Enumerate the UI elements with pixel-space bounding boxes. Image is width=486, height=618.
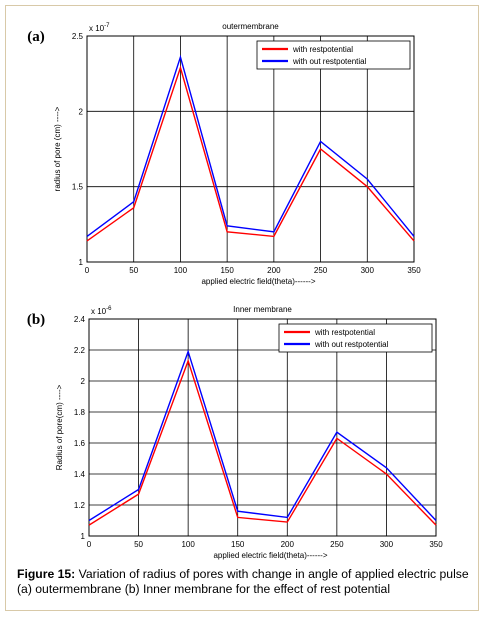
x-tick-label: 100 [181, 540, 195, 549]
y-tick-label: 2.2 [74, 346, 86, 355]
series-line-with-rest [86, 65, 415, 242]
panel-label: (b) [27, 312, 45, 328]
y-tick-label: 2 [79, 107, 84, 116]
x-tick-label: 50 [129, 266, 138, 275]
y-tick-label: 2.4 [74, 315, 86, 324]
series-line-without-rest [88, 349, 437, 522]
y-multiplier: x 10-6 [91, 306, 112, 316]
x-tick-label: 150 [220, 266, 234, 275]
x-tick-label: 200 [281, 540, 295, 549]
x-tick-label: 50 [134, 540, 143, 549]
chart-title: Inner membrane [233, 305, 292, 314]
legend-entry: with restpotential [292, 45, 353, 54]
x-tick-label: 300 [361, 266, 375, 275]
chart-panel-a: 0 50 100 150 200 250 300 350 1 1.5 2 2.5 x 10-7 outer… [27, 22, 421, 286]
x-tick-label: 350 [429, 540, 443, 549]
y-tick-label: 1 [81, 532, 86, 541]
legend-entry: with out restpotential [292, 57, 367, 66]
y-tick-label: 1.6 [74, 439, 86, 448]
caption-text: Variation of radius of pores with change… [17, 567, 469, 596]
y-axis-label: Radius of pore(cm) ----> [55, 384, 64, 470]
y-exponent: -6 [106, 306, 112, 312]
legend-entry: with out restpotential [314, 340, 389, 349]
x-tick-label: 350 [407, 266, 421, 275]
series-line-with-rest [88, 358, 437, 526]
y-tick-label: 2 [81, 377, 86, 386]
x-tick-label: 200 [267, 266, 281, 275]
y-tick-label: 1.4 [74, 470, 86, 479]
x-axis-label: applied electric field(theta)------> [201, 277, 315, 286]
x-tick-label: 0 [87, 540, 92, 549]
legend-box [256, 40, 411, 70]
y-tick-label: 1.5 [72, 183, 84, 192]
panel-label: (a) [27, 29, 45, 45]
plot-area [86, 35, 415, 263]
legend-entry: with restpotential [314, 328, 375, 337]
series-line-without-rest [86, 54, 415, 237]
y-tick-label: 1.8 [74, 408, 86, 417]
x-tick-label: 0 [85, 266, 90, 275]
x-tick-label: 250 [314, 266, 328, 275]
x-axis-label: applied electric field(theta)------> [213, 551, 327, 560]
y-tick-label: 1 [79, 258, 84, 267]
chart-panel-b: 0 50 100 150 200 250 300 350 1 1.2 1.4 1.6 1.8 2 2.2 2.… [27, 305, 443, 560]
y-axis-label: radius of pore (cm) ----> [53, 106, 62, 191]
y-tick-label: 1.2 [74, 501, 86, 510]
y-exponent: -7 [104, 23, 110, 29]
caption-label: Figure 15: [17, 567, 76, 581]
x-tick-label: 300 [380, 540, 394, 549]
x-tick-label: 100 [174, 266, 188, 275]
plot-area [88, 318, 437, 537]
figure-frame [5, 5, 479, 611]
y-tick-label: 2.5 [72, 32, 84, 41]
y-multiplier: x 10-7 [89, 23, 110, 33]
chart-title: outermembrane [222, 22, 279, 31]
legend-box [278, 323, 433, 353]
x-tick-label: 150 [231, 540, 245, 549]
figure-caption: Figure 15: Variation of radius of pores … [17, 567, 477, 597]
x-tick-label: 250 [330, 540, 344, 549]
